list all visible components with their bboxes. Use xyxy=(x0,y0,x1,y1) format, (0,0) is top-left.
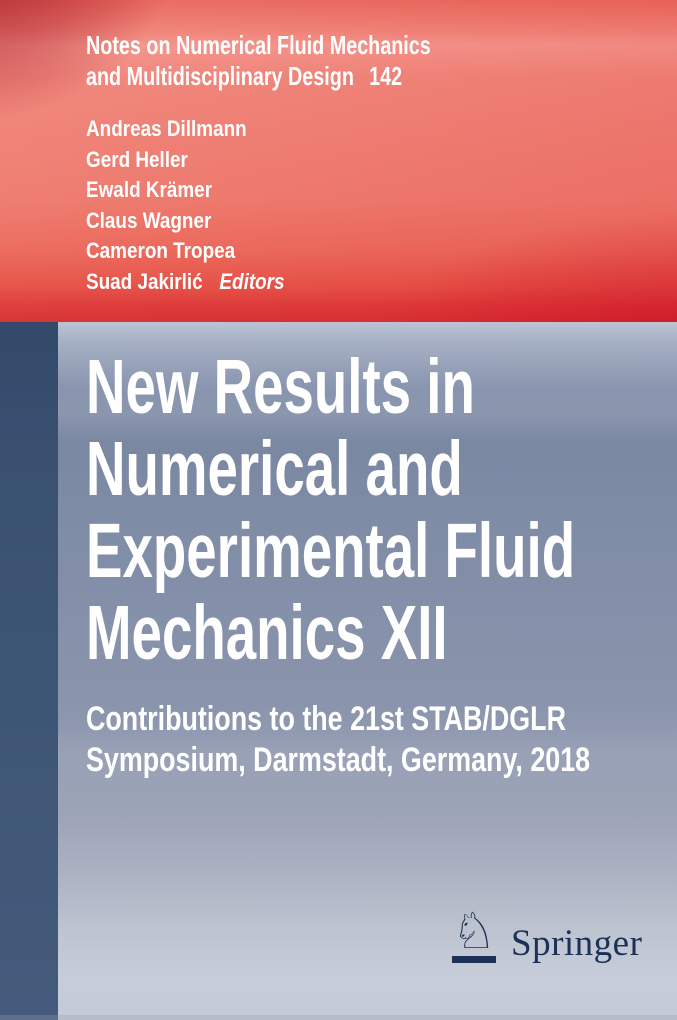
series-title-line: and Multidisciplinary Design 142 xyxy=(86,61,403,91)
editors-role-label: Editors xyxy=(219,268,285,294)
bottom-edge-shade xyxy=(0,1015,677,1020)
publisher-logo: ♘ Springer xyxy=(450,906,643,964)
series-volume: 142 xyxy=(369,61,403,91)
cover-background xyxy=(0,322,677,1020)
book-title-line: Experimental Fluid xyxy=(86,508,576,594)
editor-name: Andreas Dillmann xyxy=(86,116,247,141)
editor-name: Gerd Heller xyxy=(86,146,188,172)
editor-name: Suad Jakirlić Editors xyxy=(86,268,285,294)
logo-base-bar xyxy=(452,956,496,963)
editors-list: Andreas Dillmann Gerd Heller Ewald Kräme… xyxy=(86,114,285,297)
editor-name: Ewald Krämer xyxy=(86,177,213,202)
book-title-line: Numerical and xyxy=(86,426,463,512)
book-title-line: Mechanics XII xyxy=(86,590,448,676)
left-spine-stripe xyxy=(0,322,58,1020)
book-subtitle-line: Symposium, Darmstadt, Germany, 2018 xyxy=(86,741,591,779)
springer-horse-icon: ♘ xyxy=(450,906,498,963)
series-title-line: Notes on Numerical Fluid Mechanics xyxy=(86,30,431,60)
book-subtitle: Contributions to the 21st STAB/DGLR Symp… xyxy=(86,699,590,781)
publisher-name: Springer xyxy=(511,923,643,964)
book-title-line: New Results in xyxy=(86,344,475,430)
book-subtitle-line: Contributions to the 21st STAB/DGLR xyxy=(86,700,566,738)
series-title: Notes on Numerical Fluid Mechanics and M… xyxy=(86,30,431,92)
series-banner-background xyxy=(0,0,677,322)
editor-name: Claus Wagner xyxy=(86,207,212,233)
book-title: New Results in Numerical and Experimenta… xyxy=(86,346,575,674)
editor-name: Cameron Tropea xyxy=(86,238,236,263)
